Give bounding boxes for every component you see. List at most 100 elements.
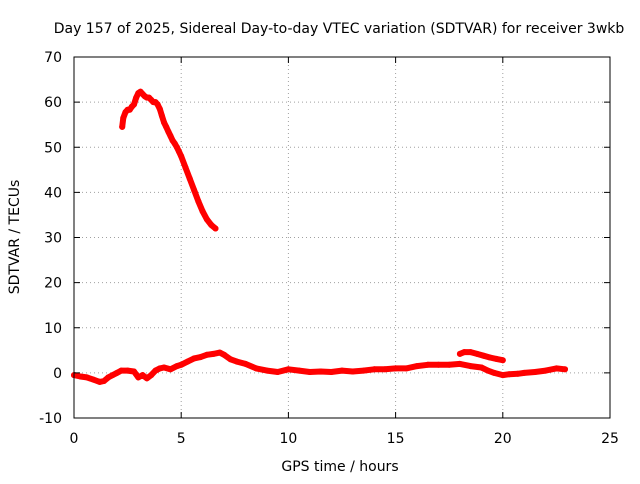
- data-point: [195, 198, 202, 205]
- data-point: [131, 368, 137, 375]
- data-point: [203, 216, 210, 223]
- data-point: [191, 355, 198, 362]
- data-point: [491, 369, 498, 376]
- data-point: [197, 354, 204, 361]
- data-point: [208, 221, 215, 228]
- grid: [74, 57, 610, 418]
- data-point: [414, 363, 420, 370]
- data-point: [131, 101, 137, 108]
- y-tick-label: 40: [44, 185, 62, 201]
- y-tick-label: 0: [53, 366, 62, 382]
- y-tick-label: 70: [44, 50, 62, 66]
- axis-ticks: 0 5 10 15 20 25 -10 0 10 20 30 40 50 60 70: [39, 50, 619, 447]
- data-point: [521, 369, 528, 376]
- data-point: [274, 369, 281, 375]
- data-point: [161, 364, 167, 371]
- data-point: [191, 187, 198, 194]
- data-point: [478, 364, 485, 371]
- data-point: [542, 367, 549, 374]
- data-point: [139, 372, 146, 379]
- series-low-branch: [71, 349, 568, 385]
- data-point: [233, 358, 240, 365]
- x-tick-label: 10: [279, 431, 297, 447]
- data-point: [264, 367, 270, 374]
- data-point: [210, 350, 217, 357]
- data-point: [486, 354, 493, 361]
- data-point: [317, 368, 324, 375]
- data-point: [360, 367, 367, 374]
- data-point: [296, 367, 303, 374]
- y-tick-label: 30: [44, 231, 62, 247]
- y-tick-label: 50: [44, 140, 62, 156]
- data-point: [178, 153, 185, 160]
- x-tick-label: 25: [601, 431, 619, 447]
- data-point: [499, 372, 506, 379]
- data-point: [328, 369, 335, 375]
- y-tick-label: -10: [39, 411, 62, 427]
- y-tick-label: 60: [44, 95, 62, 111]
- data-point: [285, 366, 292, 373]
- data-point: [77, 373, 84, 380]
- data-point: [339, 367, 345, 374]
- series-line: [119, 88, 219, 232]
- data-point: [562, 366, 568, 373]
- x-tick-label: 0: [70, 431, 79, 447]
- data-point: [133, 94, 140, 101]
- data-point: [203, 351, 210, 358]
- data-point: [143, 375, 150, 382]
- data-point: [306, 369, 313, 375]
- data-point: [484, 367, 491, 374]
- data-point: [119, 123, 126, 130]
- data-point: [461, 349, 468, 356]
- data-point: [167, 133, 174, 139]
- data-point: [165, 128, 172, 135]
- x-axis-label: GPS time / hours: [281, 459, 398, 475]
- data-point: [178, 361, 185, 368]
- y-tick-label: 20: [44, 276, 62, 292]
- data-point: [371, 366, 378, 373]
- data-point: [90, 376, 97, 383]
- data-point: [199, 208, 206, 215]
- data-point: [467, 349, 474, 356]
- series-line: [71, 349, 568, 385]
- data-point: [154, 101, 161, 108]
- data-point: [173, 144, 180, 151]
- data-point: [493, 355, 500, 362]
- data-point: [532, 369, 538, 375]
- data-point: [506, 371, 513, 378]
- data-point: [381, 366, 388, 373]
- data-point: [176, 148, 183, 155]
- data-point: [158, 112, 165, 119]
- data-point: [120, 114, 127, 121]
- data-point: [499, 357, 506, 364]
- data-point: [161, 119, 167, 126]
- data-point: [156, 105, 163, 112]
- data-point: [392, 365, 399, 372]
- data-point: [242, 360, 249, 367]
- x-tick-label: 15: [387, 431, 405, 447]
- data-point: [184, 358, 191, 365]
- data-point: [182, 164, 189, 171]
- data-point: [83, 374, 90, 381]
- x-tick-label: 20: [494, 431, 512, 447]
- data-point: [467, 363, 474, 370]
- data-point: [163, 123, 170, 130]
- data-point: [101, 378, 107, 384]
- y-axis-label: SDTVAR / TECUs: [7, 180, 23, 295]
- chart-title: Day 157 of 2025, Sidereal Day-to-day VTE…: [54, 21, 625, 37]
- data-point: [480, 352, 487, 359]
- data-point: [186, 175, 193, 182]
- data-point: [474, 350, 481, 357]
- data-point: [227, 356, 234, 363]
- data-point: [424, 361, 431, 368]
- data-point: [446, 361, 453, 368]
- data-point: [253, 365, 260, 372]
- data-point: [212, 225, 219, 232]
- data-point: [456, 360, 463, 367]
- series-late-upper-branch: [456, 349, 506, 364]
- data-point: [403, 365, 410, 372]
- data-point: [221, 351, 228, 358]
- data-point: [435, 361, 442, 368]
